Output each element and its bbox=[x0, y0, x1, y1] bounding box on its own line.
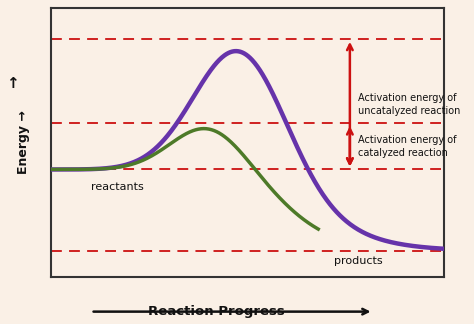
Text: reactants: reactants bbox=[91, 182, 144, 192]
Text: Activation energy of
uncatalyzed reaction: Activation energy of uncatalyzed reactio… bbox=[358, 93, 460, 116]
Text: products: products bbox=[334, 256, 383, 266]
Text: Energy →: Energy → bbox=[18, 110, 30, 174]
Text: Reaction Progress: Reaction Progress bbox=[148, 305, 285, 318]
Text: ↑: ↑ bbox=[6, 76, 18, 91]
Text: Activation energy of
catalyzed reaction: Activation energy of catalyzed reaction bbox=[358, 135, 456, 158]
